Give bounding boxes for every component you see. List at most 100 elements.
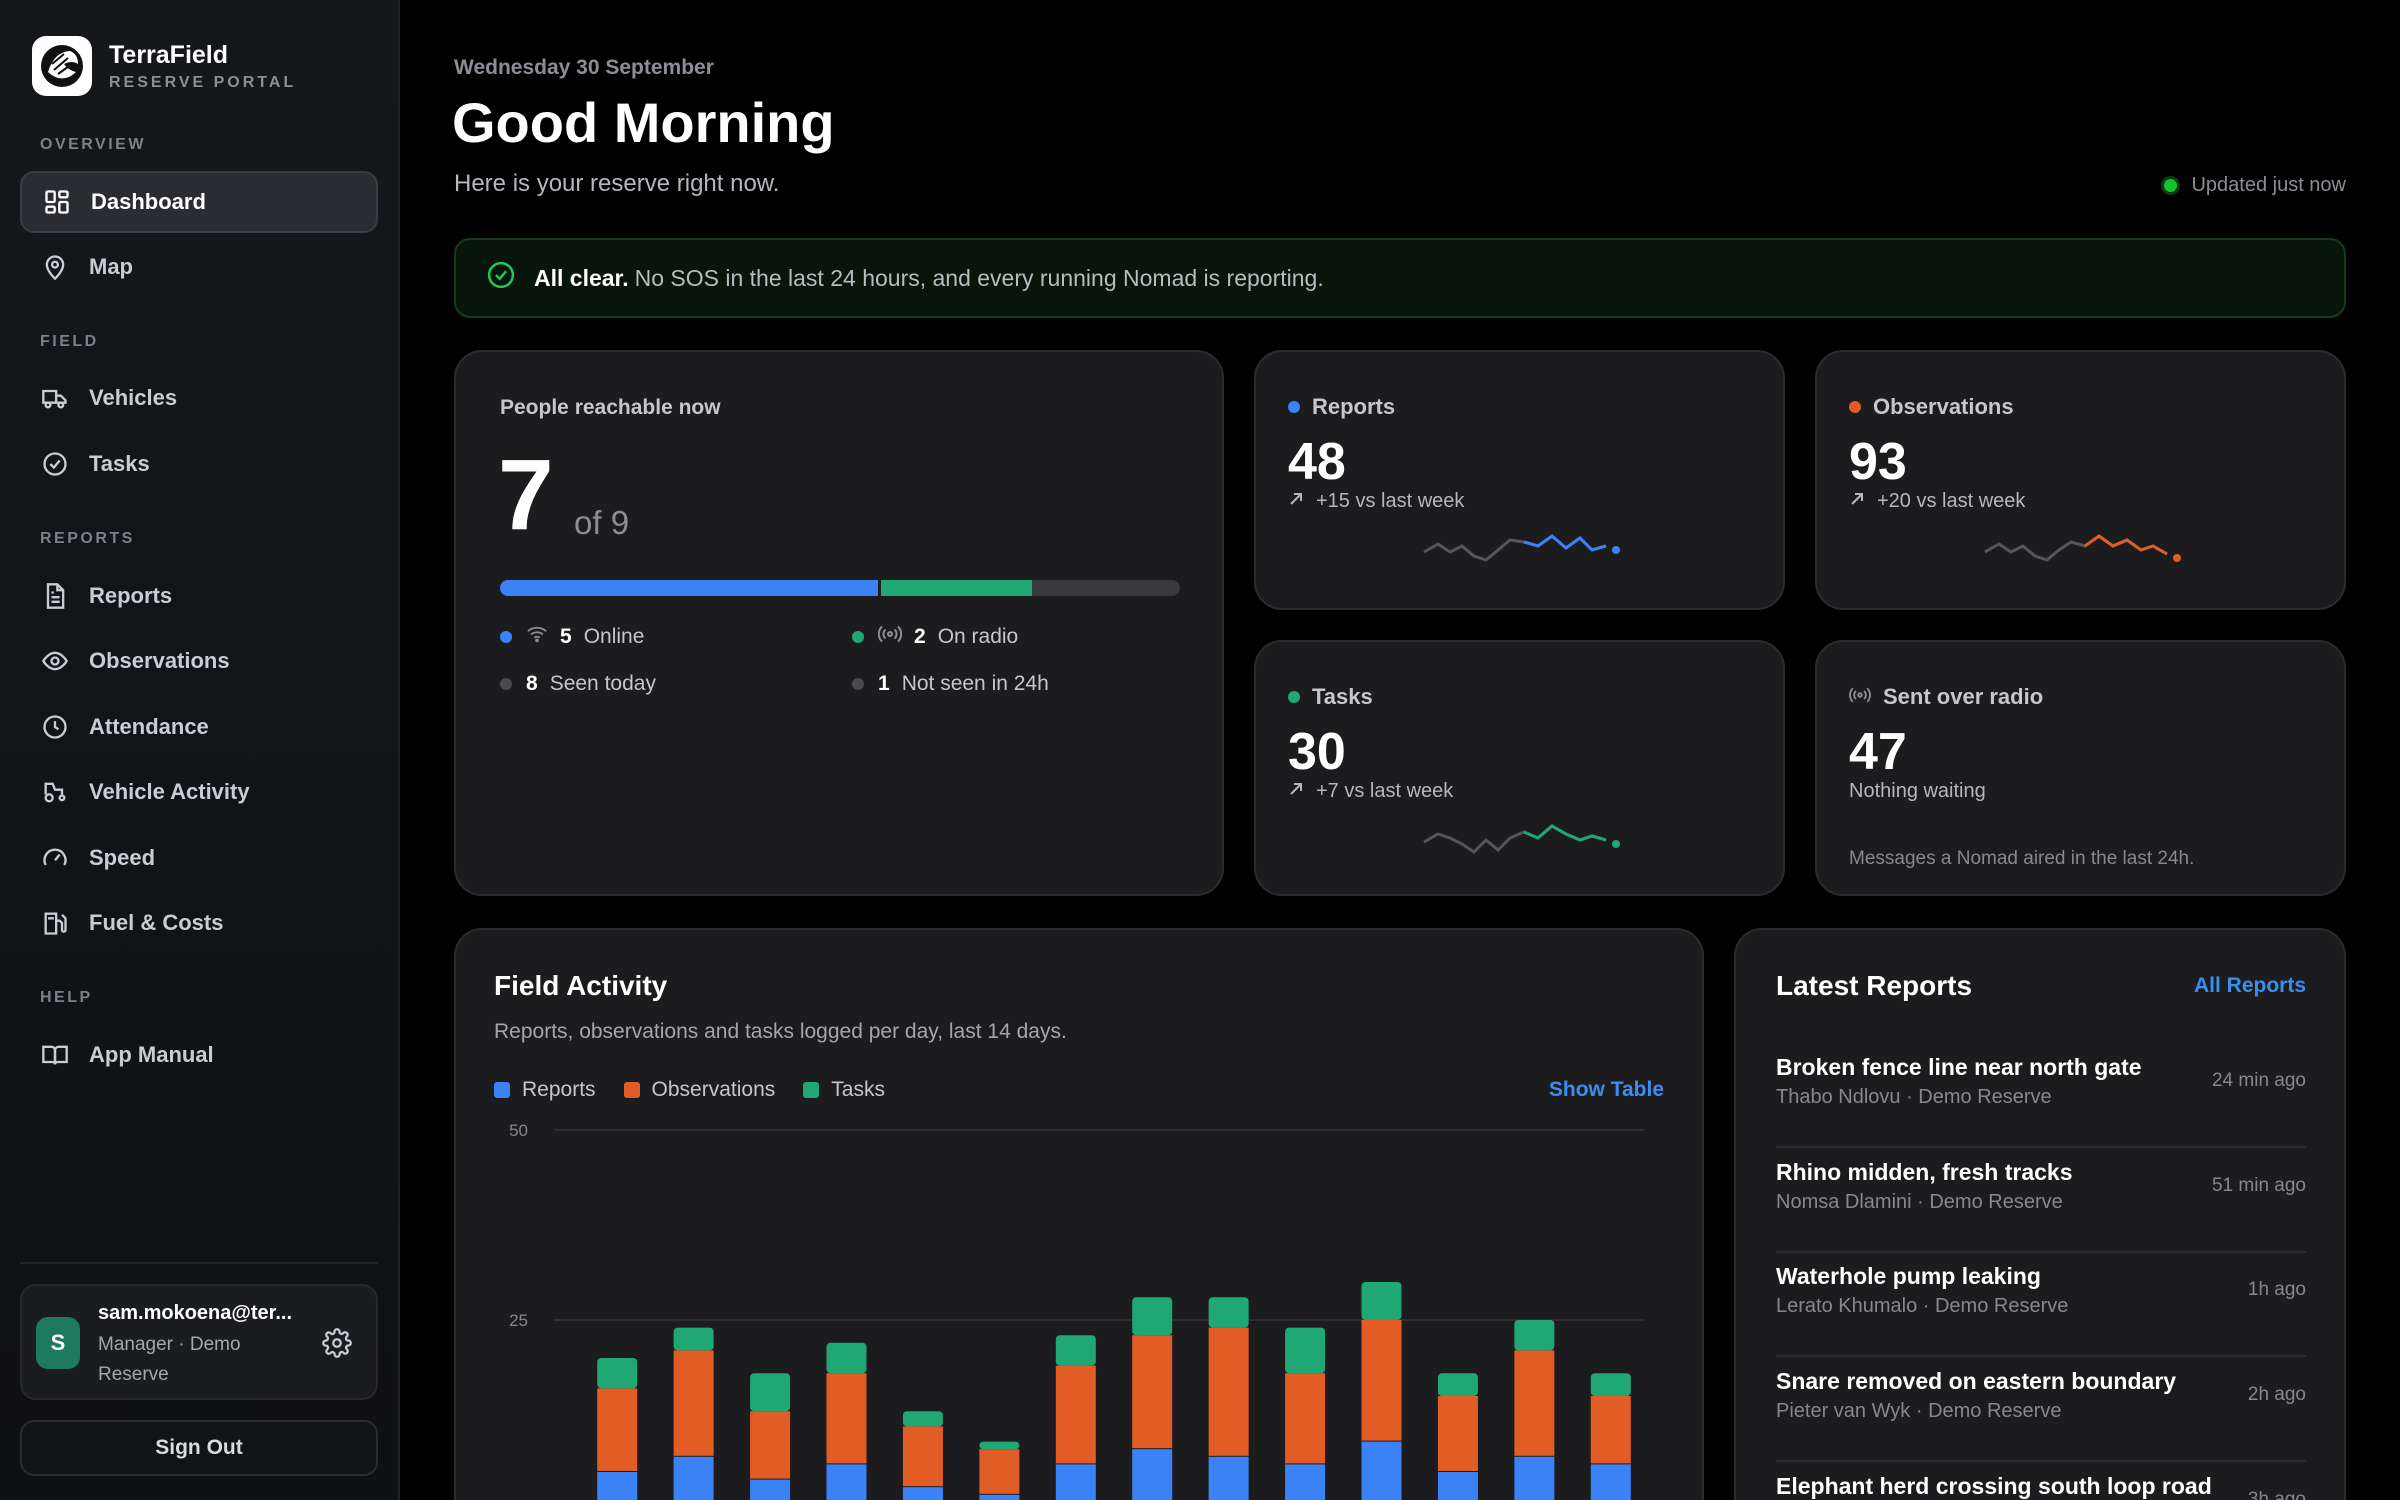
sidebar-item-dashboard[interactable]: Dashboard: [20, 171, 378, 233]
reports-sparkline: [1423, 534, 1620, 562]
check-circle-icon: [40, 449, 70, 479]
bar-reports: [979, 1494, 1020, 1500]
all-reports-link[interactable]: All Reports: [2193, 974, 2306, 997]
bar-tasks: [1285, 1327, 1326, 1374]
reports-kpi-card[interactable]: Reports 48 +15 vs last week: [1254, 350, 1785, 610]
sidebar-item-map[interactable]: Map: [20, 236, 378, 298]
radio-note: Messages a Nomad aired in the last 24h.: [1849, 848, 2195, 869]
map-pin-icon: [40, 252, 70, 282]
report-meta: Thabo Ndlovu · Demo Reserve: [1776, 1086, 2052, 1108]
page-subtitle: Here is your reserve right now.: [454, 170, 780, 197]
bar-reports: [750, 1479, 791, 1500]
sign-out-button[interactable]: Sign Out: [20, 1420, 378, 1476]
tasks-sparkline: [1423, 824, 1620, 854]
kpi-value: 93: [1849, 433, 1907, 491]
report-meta: Nomsa Dlamini · Demo Reserve: [1776, 1191, 2063, 1213]
bar-observations: [750, 1411, 791, 1479]
observations-kpi-card[interactable]: Observations 93 +20 vs last week: [1815, 350, 2346, 610]
y-tick-label: 50: [509, 1121, 528, 1140]
report-title: Broken fence line near north gate: [1776, 1054, 2142, 1080]
sidebar-item-label: Dashboard: [91, 189, 206, 214]
field-activity-chart: 50250: [509, 1121, 1644, 1500]
book-icon: [40, 1040, 70, 1070]
kpi-delta: +20 vs last week: [1849, 490, 2025, 513]
brand-subtitle: RESERVE PORTAL: [109, 74, 297, 91]
alert-strong: All clear.: [534, 264, 629, 291]
not-seen-stat: 1 Not seen in 24h: [852, 672, 1049, 696]
sidebar-item-vehicle-activity[interactable]: Vehicle Activity: [20, 761, 378, 823]
report-time: 3h ago: [2247, 1489, 2306, 1500]
sidebar-item-attendance[interactable]: Attendance: [20, 696, 378, 758]
people-reachable-card[interactable]: People reachable now 7 of 9 5 Online 2 On …: [454, 350, 1224, 896]
bar-tasks: [1361, 1282, 1402, 1320]
report-meta: Pieter van Wyk · Demo Reserve: [1776, 1400, 2062, 1422]
user-card[interactable]: S sam.mokoena@ter... Manager · Demo Rese…: [20, 1284, 378, 1400]
card-title: Latest Reports: [1776, 970, 1973, 1001]
sidebar: TerraField RESERVE PORTAL OVERVIEW Dashb…: [0, 0, 400, 1500]
not-seen-dot: [852, 678, 864, 690]
reports-dot: [1288, 401, 1300, 413]
legend-observations: Observations: [623, 1078, 775, 1102]
report-row[interactable]: Rhino midden, fresh tracks Nomsa Dlamini…: [1776, 1149, 2306, 1253]
radio-status: Nothing waiting: [1849, 780, 1986, 802]
dashboard-icon: [42, 187, 72, 217]
kpi-delta: +15 vs last week: [1288, 490, 1464, 513]
bar-reports: [1437, 1472, 1478, 1500]
sidebar-item-observations[interactable]: Observations: [20, 630, 378, 692]
sidebar-item-label: Map: [89, 254, 133, 279]
observations-sparkline: [1984, 534, 2181, 562]
reachable-total: of 9: [574, 504, 630, 541]
page-title: Good Morning: [452, 91, 835, 154]
sidebar-item-speed[interactable]: Speed: [20, 827, 378, 889]
all-clear-banner: All clear. No SOS in the last 24 hours, …: [454, 238, 2346, 318]
online-stat: 5 Online: [500, 624, 644, 650]
avatar: S: [36, 1317, 80, 1369]
observations-dot: [1849, 401, 1861, 413]
report-row[interactable]: Broken fence line near north gate Thabo …: [1776, 1044, 2306, 1148]
report-time: 2h ago: [2247, 1384, 2306, 1405]
sidebar-item-tasks[interactable]: Tasks: [20, 433, 378, 495]
sidebar-item-app-manual[interactable]: App Manual: [20, 1024, 378, 1086]
bar-reports: [826, 1464, 867, 1500]
bar-observations: [1590, 1396, 1631, 1464]
radio-waves-icon: [877, 624, 903, 650]
sidebar-item-reports[interactable]: Reports: [20, 565, 378, 627]
sidebar-item-vehicles[interactable]: Vehicles: [20, 367, 378, 429]
terrafield-logo-icon: [32, 36, 92, 96]
radio-kpi-card[interactable]: Sent over radio 47 Nothing waiting Messa…: [1815, 640, 2346, 896]
bar-tasks: [902, 1411, 943, 1427]
report-title: Elephant herd crossing south loop road: [1776, 1473, 2212, 1499]
truck-icon: [40, 383, 70, 413]
gauge-icon: [40, 843, 70, 873]
sidebar-item-fuel-costs[interactable]: Fuel & Costs: [20, 892, 378, 954]
legend-reports: Reports: [494, 1078, 596, 1102]
kpi-title: Tasks: [1288, 684, 1373, 710]
section-label-help: HELP: [40, 989, 93, 1006]
sidebar-item-label: Speed: [89, 845, 156, 870]
arrow-up-right-icon: [1849, 490, 1865, 513]
report-row[interactable]: Snare removed on eastern boundary Pieter…: [1776, 1358, 2306, 1462]
bar-reports: [1590, 1464, 1631, 1500]
kpi-delta: +7 vs last week: [1288, 780, 1453, 803]
tasks-kpi-card[interactable]: Tasks 30 +7 vs last week: [1254, 640, 1785, 896]
report-row[interactable]: Elephant herd crossing south loop road 3…: [1776, 1463, 2306, 1500]
chart-legend: Reports Observations Tasks: [494, 1078, 885, 1102]
brand[interactable]: TerraField RESERVE PORTAL: [32, 36, 296, 96]
show-table-button[interactable]: Show Table: [1548, 1078, 1664, 1101]
gear-icon[interactable]: [322, 1328, 352, 1358]
reachable-progress-bar: [500, 580, 1180, 596]
kpi-value: 30: [1288, 723, 1346, 781]
bar-observations: [1132, 1335, 1173, 1449]
bar-reports: [597, 1472, 638, 1500]
bar-observations: [597, 1388, 638, 1471]
bar-reports: [1361, 1441, 1402, 1500]
clock-icon: [40, 712, 70, 742]
report-row[interactable]: Waterhole pump leaking Lerato Khumalo · …: [1776, 1253, 2306, 1357]
current-date: Wednesday 30 September: [454, 56, 714, 79]
section-label-reports: REPORTS: [40, 530, 135, 547]
bar-tasks: [1590, 1373, 1631, 1396]
updated-status: Updated just now: [2164, 174, 2346, 197]
seen-dot: [500, 678, 512, 690]
bar-observations: [1437, 1396, 1478, 1471]
